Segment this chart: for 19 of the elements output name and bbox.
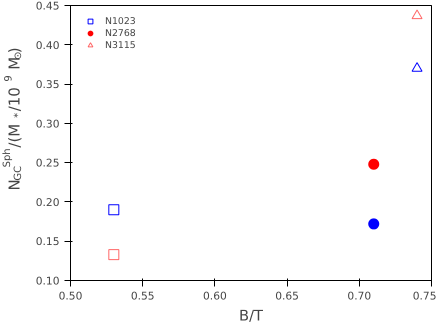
y-tick-label: 0.25 xyxy=(36,156,60,170)
x-tick-label: 0.65 xyxy=(275,290,299,302)
point xyxy=(368,158,380,170)
y-tick-label: 0.10 xyxy=(36,274,60,288)
x-tick-label: 0.70 xyxy=(347,290,372,302)
y-tick-label: 0.15 xyxy=(36,235,60,248)
y-tick-label: 0.40 xyxy=(36,38,60,52)
x-tick-label: 0.60 xyxy=(203,290,227,302)
legend-label: N2768 xyxy=(105,27,136,39)
y-tick-label: 0.30 xyxy=(36,117,60,130)
x-tick-label: 0.55 xyxy=(130,290,155,302)
x-tick-label: 0.50 xyxy=(58,290,83,302)
x-axis-title: B/T xyxy=(239,308,264,324)
y-tick-label: 0.45 xyxy=(36,0,60,12)
y-tick-label: 0.35 xyxy=(36,78,60,92)
x-tick-label: 0.75 xyxy=(412,290,436,302)
y-tick-label: 0.20 xyxy=(36,196,60,209)
legend-label: N3115 xyxy=(105,39,136,51)
legend-label: N1023 xyxy=(105,15,136,27)
